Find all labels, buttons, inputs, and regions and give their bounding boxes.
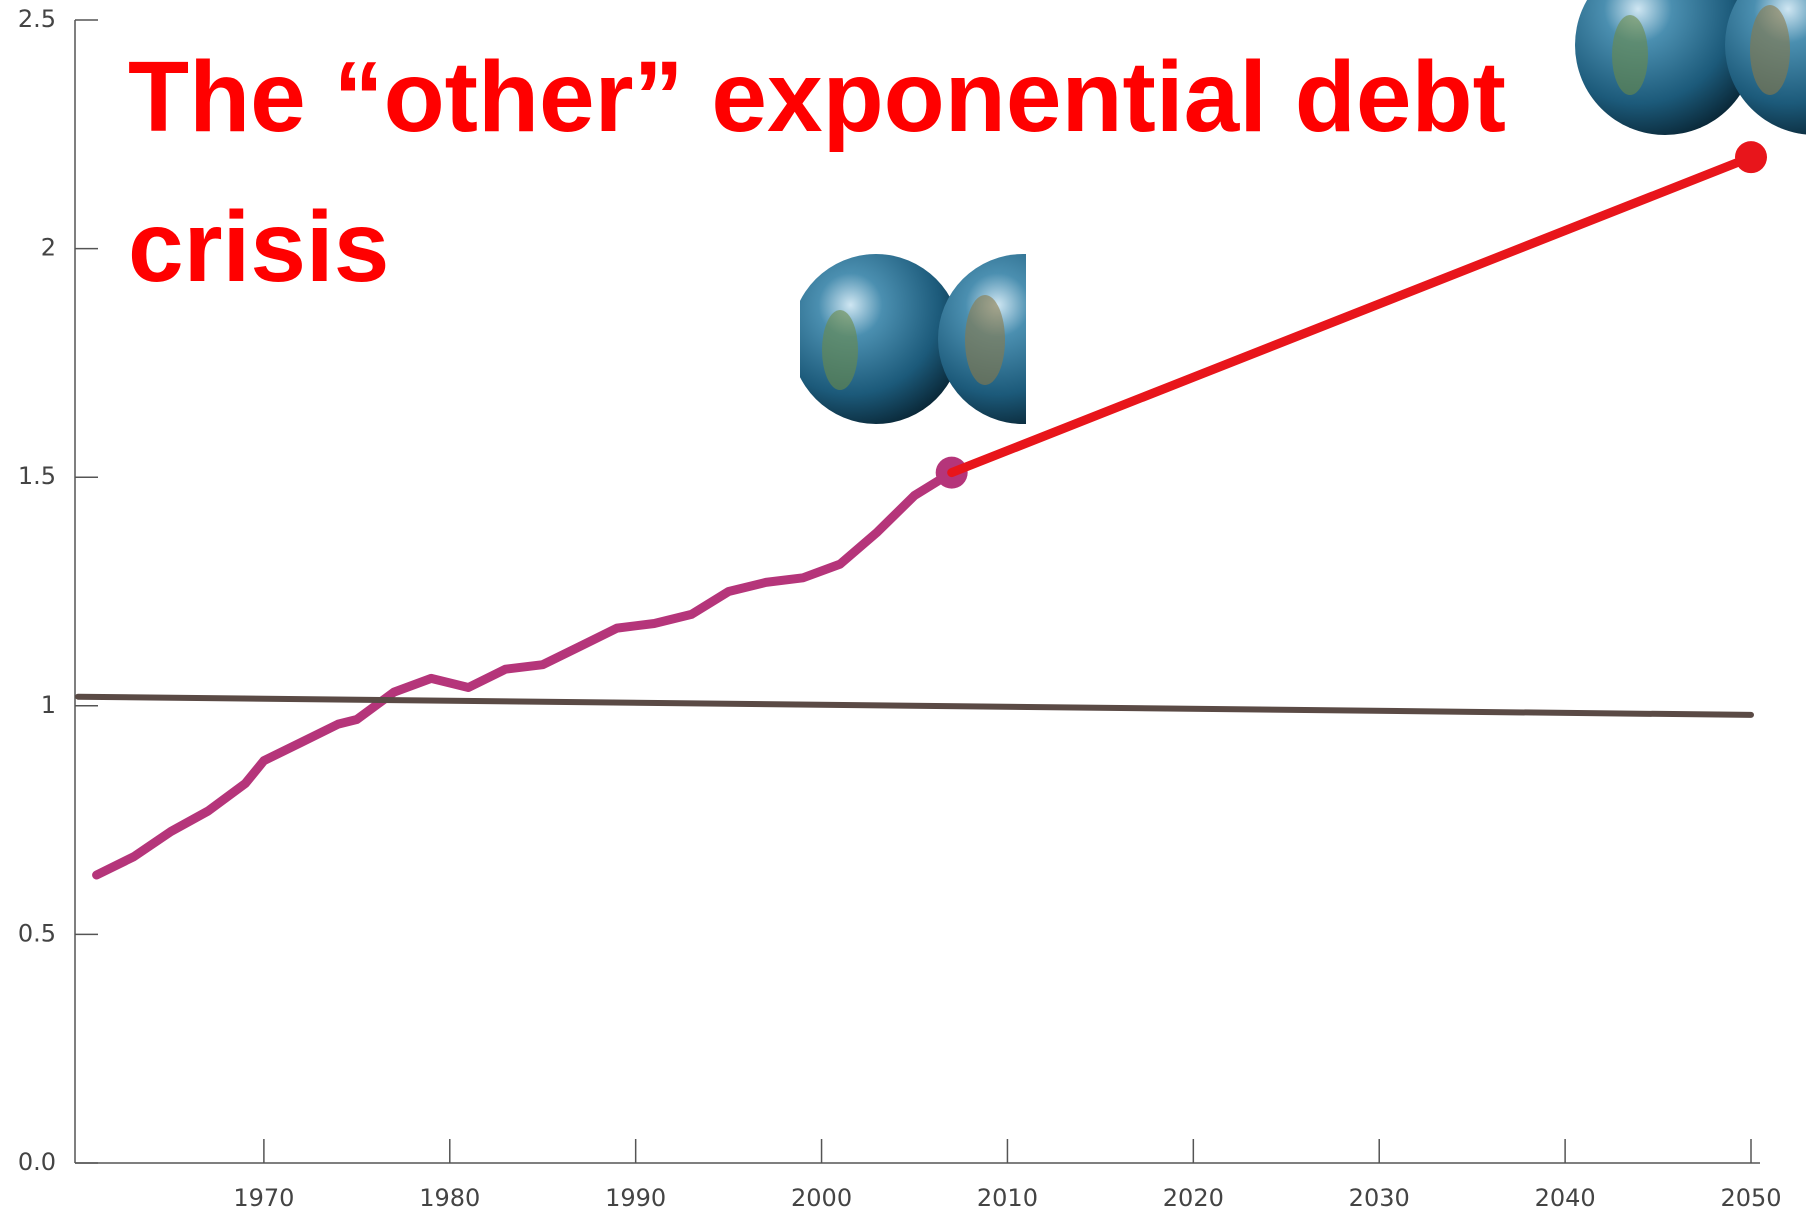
end-point	[1735, 141, 1767, 173]
series-line	[78, 697, 1751, 715]
y-tick-label: 2.5	[18, 5, 56, 33]
y-tick-label: 0.0	[18, 1148, 56, 1176]
page: {"chart_data": {"type": "line", "title":…	[0, 0, 1806, 1225]
chart-title: The “other” exponential debt crisis	[128, 22, 1608, 322]
x-tick-label: 2030	[1349, 1184, 1410, 1212]
x-tick-label: 2000	[791, 1184, 852, 1212]
x-tick-label: 1990	[605, 1184, 666, 1212]
series-line	[97, 473, 952, 875]
x-tick-label: 2040	[1535, 1184, 1596, 1212]
x-tick-label: 2050	[1720, 1184, 1781, 1212]
x-tick-label: 2010	[977, 1184, 1038, 1212]
y-tick-label: 1.5	[18, 462, 56, 490]
x-tick-label: 1980	[419, 1184, 480, 1212]
x-tick-label: 1970	[233, 1184, 294, 1212]
x-tick-label: 2020	[1163, 1184, 1224, 1212]
y-tick-label: 2	[41, 234, 56, 262]
y-tick-label: 1	[41, 691, 56, 719]
y-tick-label: 0.5	[18, 919, 56, 947]
